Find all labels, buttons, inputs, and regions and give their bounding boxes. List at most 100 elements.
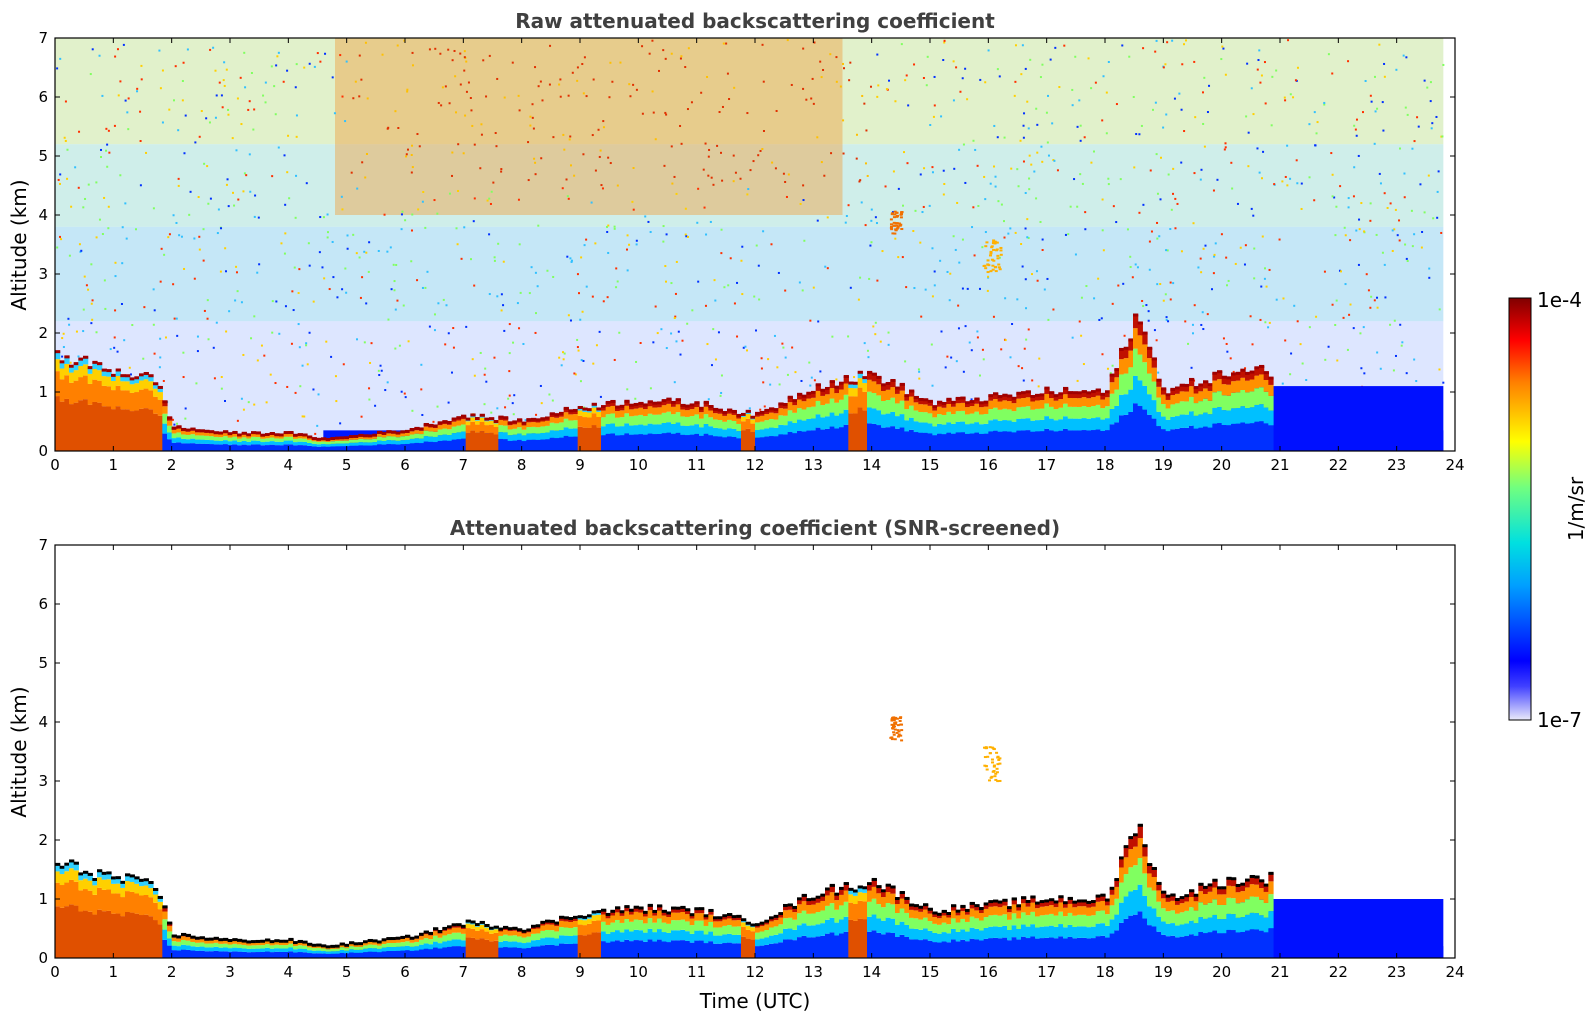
panel1-bl-cell (759, 429, 765, 438)
panel1-noise-pixel (1014, 44, 1017, 47)
panel2-bl-cell (829, 884, 835, 893)
panel1-noise-pixel (463, 56, 466, 59)
panel2-bl-cell (1067, 936, 1073, 958)
panel1-noise-pixel (402, 304, 405, 307)
panel1-bl-cell (1133, 348, 1139, 376)
panel1-noise-pixel (1398, 239, 1401, 242)
panel1-bl-cell (941, 414, 947, 425)
panel2-bl-cell (890, 918, 896, 933)
panel2-bl-top (363, 940, 369, 944)
panel2-bl-top (1035, 901, 1041, 905)
panel2-bl-cell (563, 921, 569, 928)
panel1-noise-pixel (303, 415, 306, 418)
panel1-bl-top (265, 433, 271, 437)
panel1-noise-pixel (223, 61, 226, 64)
panel1-noise-pixel (863, 102, 866, 105)
panel1-noise-pixel (1358, 218, 1361, 221)
panel2-bl-cell (451, 927, 457, 933)
panel1-noise-pixel (457, 189, 460, 192)
panel1-noise-pixel (697, 280, 700, 283)
panel1-bl-cell (1081, 397, 1087, 407)
panel2-bl-cell (120, 916, 126, 958)
panel1-elevated-layer-cell (891, 232, 895, 235)
panel1-noise-pixel (114, 275, 117, 278)
panel2-bl-cell (274, 948, 280, 952)
panel2-bl-top (1184, 894, 1190, 898)
panel2-bl-cell (1165, 936, 1171, 958)
panel1-bl-cell (344, 438, 350, 441)
panel1-noise-pixel (847, 335, 850, 338)
panel1-noise-pixel (752, 160, 755, 163)
panel1-bl-cell (829, 426, 835, 451)
panel1-bl-cell (820, 395, 826, 406)
panel2-bl-top (783, 903, 789, 907)
panel1-bl-cell (120, 381, 126, 391)
panel1-noise-pixel (1284, 99, 1287, 102)
panel1-bl-cell (1212, 392, 1218, 408)
panel1-bl-cell (811, 418, 817, 431)
panel1-noise-pixel (549, 44, 552, 47)
panel2-bl-cell (353, 952, 359, 958)
panel1-noise-pixel (652, 341, 655, 344)
panel1-bl-cell (302, 438, 308, 442)
panel2-bl-cell (405, 941, 411, 946)
panel2-bl-cell (391, 947, 397, 952)
panel1-noise-pixel (920, 315, 923, 318)
panel1-bl-cell (1105, 430, 1111, 451)
panel2-bl-top (330, 944, 336, 948)
panel1-bl-cell (367, 445, 373, 451)
panel2-bl-cell (167, 926, 173, 932)
panel2-bl-cell (666, 923, 672, 933)
panel1-bl-cell (1221, 425, 1227, 451)
panel1-noise-pixel (1047, 318, 1050, 321)
panel1-bl-cell (293, 438, 299, 443)
panel2-bl-cell (447, 946, 453, 958)
panel1-bl-cell (265, 435, 271, 439)
panel2-bl-cell (1156, 931, 1162, 958)
panel1-noise-pixel (567, 94, 570, 97)
panel2-bl-cell (1077, 900, 1083, 907)
panel2-bl-cell (685, 909, 691, 915)
panel1-bl-cell (461, 424, 467, 432)
panel1-noise-pixel (492, 181, 495, 184)
panel1-bl-cell (479, 422, 485, 432)
panel1-bl-cell (769, 427, 775, 437)
panel2-bl-top (605, 912, 611, 916)
panel1-noise-pixel (1024, 67, 1027, 70)
panel2-bl-cell (512, 935, 518, 942)
panel2-bl-top (465, 919, 471, 923)
panel1-noise-pixel (1079, 124, 1082, 127)
panel1-bl-cell (652, 402, 658, 408)
panel1-bl-cell (269, 444, 275, 451)
panel1-noise-pixel (400, 213, 403, 216)
panel1-noise-pixel (1246, 62, 1249, 65)
panel1-bl-top (965, 401, 971, 405)
panel1-noise-pixel (1014, 80, 1017, 83)
panel2-bl-cell (498, 935, 504, 942)
panel1-noise-pixel (193, 237, 196, 240)
panel1-bl-cell (745, 414, 751, 419)
panel1-noise-pixel (1251, 343, 1254, 346)
panel1-bl-cell (456, 439, 462, 451)
panel1-noise-pixel (656, 332, 659, 335)
panel2-bl-cell (885, 892, 891, 904)
panel2-bl-top (596, 910, 602, 914)
panel1-noise-pixel (634, 397, 637, 400)
panel1-noise-pixel (1334, 234, 1337, 237)
panel1-noise-pixel (459, 83, 462, 86)
panel2-bl-top (73, 861, 79, 865)
panel2-bl-top (731, 915, 737, 919)
panel1-elevated-layer-cell (995, 248, 999, 251)
panel1-noise-pixel (168, 108, 171, 111)
panel1-bl-top (1044, 386, 1050, 390)
panel1-noise-pixel (720, 228, 723, 231)
panel1-noise-pixel (905, 286, 908, 289)
panel1-noise-pixel (539, 80, 542, 83)
panel1-noise-pixel (1364, 79, 1367, 82)
panel1-noise-pixel (1041, 63, 1044, 66)
panel1-noise-pixel (1022, 160, 1025, 163)
panel2-bl-cell (311, 950, 317, 954)
panel1-bl-cell (1011, 411, 1017, 422)
panel1-noise-pixel (416, 279, 419, 282)
panel1-bl-cell (680, 416, 686, 426)
